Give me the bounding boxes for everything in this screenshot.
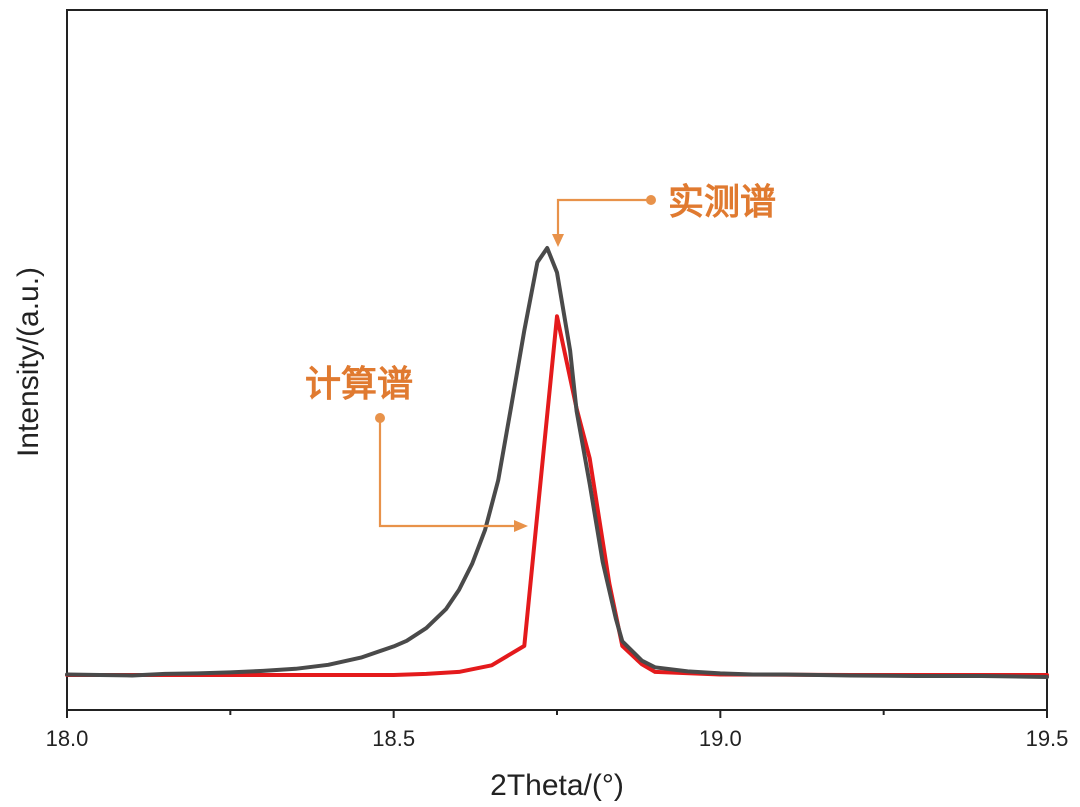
x-tick-label: 18.0 <box>46 726 89 751</box>
series-line-measured <box>65 246 1049 679</box>
annotation-dot-measured <box>646 195 656 205</box>
x-axis-label: 2Theta/(°) <box>490 769 624 802</box>
annotation-arrowhead-measured <box>552 234 564 247</box>
y-axis-label: Intensity/(a.u.) <box>12 267 45 457</box>
annotation-dot-calculated <box>375 413 385 423</box>
x-tick-label: 18.5 <box>372 726 415 751</box>
plot-frame <box>66 9 1048 711</box>
x-tick-label: 19.0 <box>699 726 742 751</box>
series-layer <box>65 246 1049 679</box>
annotation-label-measured: 实测谱 <box>668 182 776 223</box>
annotation-leader-measured <box>556 198 651 236</box>
ticks-layer: 18.0 18.5 19.0 19.5 <box>46 710 1069 751</box>
x-tick-label: 19.5 <box>1026 726 1069 751</box>
series-line-calculated <box>65 314 1049 677</box>
annotation-label-calculated: 计算谱 <box>305 364 413 405</box>
annotation-arrowhead-calculated <box>514 520 528 532</box>
annotation-leader-calculated <box>378 418 516 528</box>
annotation-layer: 实测谱 计算谱 <box>305 182 776 532</box>
